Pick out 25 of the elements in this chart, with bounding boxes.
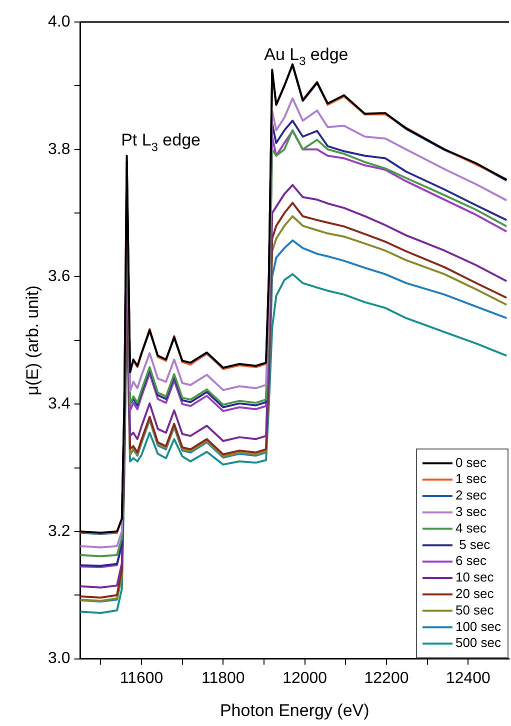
y-tick-label: 3.6 — [48, 268, 70, 286]
x-axis-title: Photon Energy (eV) — [220, 701, 370, 720]
y-tick-label: 3.2 — [48, 522, 70, 540]
y-tick-label: 3.4 — [48, 395, 70, 412]
legend-label: 2 sec — [455, 488, 488, 503]
legend-label: 0 sec — [455, 454, 488, 470]
x-tick-label: 11800 — [202, 670, 245, 687]
y-tick-label: 3.0 — [48, 650, 70, 668]
legend-label: 4 sec — [455, 520, 488, 536]
legend-label: 6 sec — [455, 553, 488, 568]
legend-label: 10 sec — [455, 570, 494, 585]
x-tick-label: 12000 — [282, 670, 328, 687]
y-axis-title: μ(E) (arb. unit) — [23, 285, 42, 396]
x-tick-label: 11600 — [120, 670, 164, 687]
y-tick-label: 3.8 — [48, 140, 70, 158]
legend-label: 500 sec — [455, 635, 502, 650]
legend-label: 20 sec — [455, 586, 494, 601]
legend-label: 1 sec — [455, 471, 488, 486]
legend-label: 3 sec — [455, 504, 488, 519]
legend-label: 5 sec — [455, 536, 491, 552]
x-tick-label: 12400 — [446, 670, 491, 687]
legend-label: 100 sec — [455, 618, 502, 634]
y-tick-label: 4.0 — [48, 13, 70, 30]
legend-label: 50 sec — [455, 602, 494, 618]
x-tick-label: 12200 — [364, 670, 409, 687]
